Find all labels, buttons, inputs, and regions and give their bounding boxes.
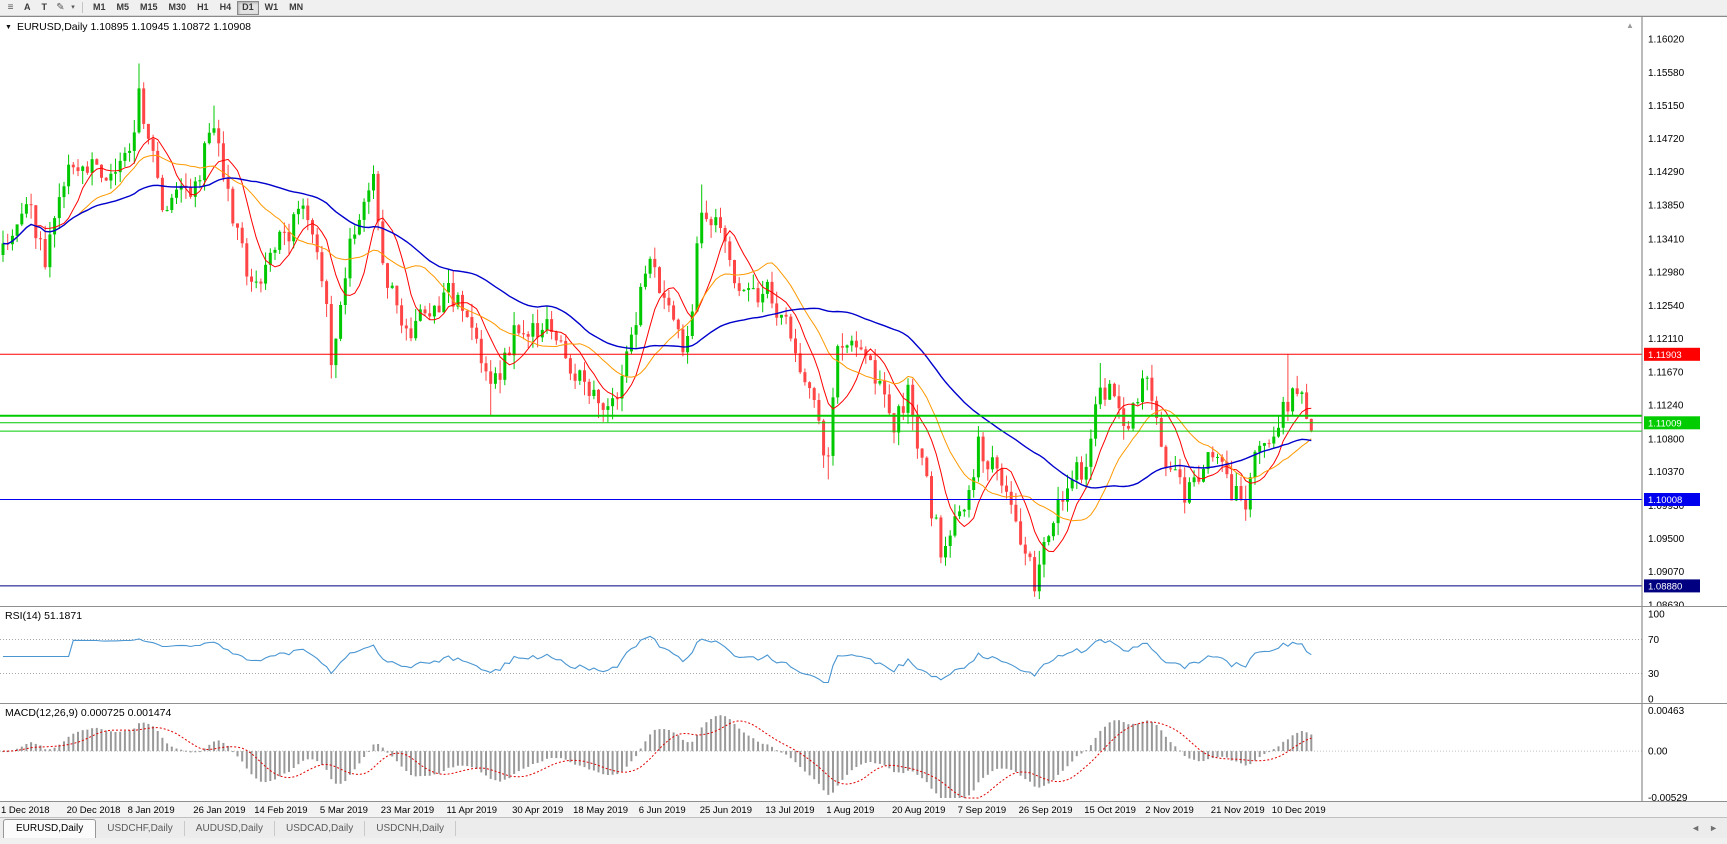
tab-label: USDCHF,Daily bbox=[107, 822, 173, 834]
tab-usdcad-daily[interactable]: USDCAD,Daily bbox=[275, 820, 366, 836]
svg-text:1.13850: 1.13850 bbox=[1648, 201, 1685, 212]
svg-text:1.09070: 1.09070 bbox=[1648, 567, 1685, 578]
timeframe-m30-button[interactable]: M30 bbox=[164, 1, 192, 15]
time-axis-label: 14 Feb 2019 bbox=[254, 805, 308, 816]
svg-text:1.12110: 1.12110 bbox=[1648, 334, 1684, 345]
pane-splitter[interactable] bbox=[0, 606, 1727, 607]
timeframe-m1-button[interactable]: M1 bbox=[88, 1, 111, 15]
svg-text:1.08630: 1.08630 bbox=[1648, 601, 1685, 608]
timeframe-h4-button[interactable]: H4 bbox=[215, 1, 237, 15]
rsi-plot[interactable]: 100 70 30 0 bbox=[0, 607, 1727, 704]
svg-text:1.11670: 1.11670 bbox=[1648, 368, 1684, 379]
time-axis-label: 26 Jan 2019 bbox=[193, 805, 246, 816]
time-axis-label: 10 Dec 2019 bbox=[1271, 805, 1326, 816]
pencil-icon[interactable]: ✎ bbox=[56, 1, 65, 13]
tab-scroll-controls: ◄ ► bbox=[1691, 823, 1727, 833]
svg-text:-0.00529: -0.00529 bbox=[1648, 793, 1688, 801]
svg-text:30: 30 bbox=[1648, 669, 1660, 680]
svg-text:1.09930: 1.09930 bbox=[1648, 501, 1685, 512]
chevron-down-icon[interactable]: ▾ bbox=[71, 3, 75, 11]
tab-scroll-left-button[interactable]: ◄ bbox=[1691, 823, 1701, 833]
time-axis-label: 20 Dec 2018 bbox=[66, 805, 121, 816]
svg-text:1.09500: 1.09500 bbox=[1648, 534, 1685, 545]
svg-text:1.10008: 1.10008 bbox=[1648, 495, 1682, 506]
macd-pane[interactable]: MACD(12,26,9) 0.000725 0.001474 0.00463 0… bbox=[0, 704, 1727, 801]
tab-label: USDCAD,Daily bbox=[286, 822, 354, 834]
time-axis-label: 26 Sep 2019 bbox=[1018, 805, 1073, 816]
chart-header: ▼ EURUSD,Daily 1.10895 1.10945 1.10872 1… bbox=[5, 21, 251, 33]
symbol-ohlc-text: EURUSD,Daily 1.10895 1.10945 1.10872 1.1… bbox=[16, 21, 252, 33]
timeframe-w1-button[interactable]: W1 bbox=[260, 1, 284, 15]
tab-label: EURUSD,Daily bbox=[16, 823, 84, 834]
pane-splitter[interactable] bbox=[0, 703, 1727, 704]
time-axis-label: 5 Mar 2019 bbox=[319, 805, 368, 816]
timeframe-d1-button[interactable]: D1 bbox=[237, 0, 259, 15]
svg-text:1.14720: 1.14720 bbox=[1648, 134, 1685, 145]
svg-text:1.13410: 1.13410 bbox=[1648, 234, 1685, 245]
timeframe-m5-button[interactable]: M5 bbox=[112, 1, 135, 15]
timeframe-m15-button[interactable]: M15 bbox=[135, 1, 163, 15]
svg-text:0.00463: 0.00463 bbox=[1648, 706, 1685, 717]
tab-label: USDCNH,Daily bbox=[376, 822, 445, 834]
macd-plot[interactable]: 0.00463 0.00 -0.00529 bbox=[0, 704, 1727, 801]
svg-text:1.08880: 1.08880 bbox=[1648, 581, 1682, 592]
svg-text:1.11240: 1.11240 bbox=[1648, 401, 1684, 412]
tab-eurusd-daily[interactable]: EURUSD,Daily bbox=[3, 819, 97, 838]
cursor-tool-button[interactable]: A bbox=[19, 1, 36, 15]
time-axis-label: 6 Jun 2019 bbox=[638, 805, 686, 816]
svg-text:0: 0 bbox=[1648, 695, 1654, 705]
svg-text:70: 70 bbox=[1648, 635, 1660, 646]
svg-text:1.11903: 1.11903 bbox=[1648, 350, 1682, 361]
time-axis-label: 1 Dec 2018 bbox=[1, 805, 50, 816]
chart-window: ▼ EURUSD,Daily 1.10895 1.10945 1.10872 1… bbox=[0, 16, 1727, 817]
tab-usdcnh-daily[interactable]: USDCNH,Daily bbox=[365, 820, 457, 836]
time-axis-label: 13 Jul 2019 bbox=[765, 805, 815, 816]
svg-text:1.12980: 1.12980 bbox=[1648, 267, 1685, 278]
svg-text:100: 100 bbox=[1648, 610, 1665, 621]
time-axis-label: 15 Oct 2019 bbox=[1084, 805, 1136, 816]
svg-text:1.15580: 1.15580 bbox=[1648, 68, 1685, 79]
rsi-label: RSI(14) 51.1871 bbox=[5, 610, 83, 622]
chart-list-icon[interactable]: ≡ bbox=[7, 1, 14, 13]
tab-audusd-daily[interactable]: AUDUSD,Daily bbox=[185, 820, 276, 836]
time-axis-label: 2 Nov 2019 bbox=[1145, 805, 1194, 816]
price-chart-pane[interactable]: ▼ EURUSD,Daily 1.10895 1.10945 1.10872 1… bbox=[0, 17, 1727, 607]
top-toolbar: ≡ A T ✎ ▾ M1 M5 M15 M30 H1 H4 D1 W1 MN bbox=[0, 0, 1727, 16]
time-axis[interactable]: 1 Dec 2018 20 Dec 2018 8 Jan 2019 26 Jan 20… bbox=[0, 801, 1727, 817]
macd-label: MACD(12,26,9) 0.000725 0.001474 bbox=[5, 707, 172, 719]
time-axis-label: 7 Sep 2019 bbox=[957, 805, 1007, 816]
candlestick-chart[interactable]: 1.16020 1.15580 1.15150 1.14720 1.14290 1.138… bbox=[0, 17, 1727, 607]
svg-text:1.14290: 1.14290 bbox=[1648, 167, 1685, 178]
text-tool-button[interactable]: T bbox=[37, 1, 53, 15]
tab-usdchf-daily[interactable]: USDCHF,Daily bbox=[96, 820, 185, 836]
time-axis-label: 25 Jun 2019 bbox=[699, 805, 752, 816]
time-axis-label: 30 Apr 2019 bbox=[512, 805, 564, 816]
chart-tab-bar: EURUSD,Daily USDCHF,Daily AUDUSD,Daily U… bbox=[0, 817, 1727, 838]
time-axis-label: 18 May 2019 bbox=[573, 805, 629, 816]
time-axis-label: 11 Apr 2019 bbox=[446, 805, 498, 816]
time-axis-label: 1 Aug 2019 bbox=[826, 805, 875, 816]
timeframe-mn-button[interactable]: MN bbox=[284, 1, 308, 15]
svg-text:1.10370: 1.10370 bbox=[1648, 467, 1685, 478]
svg-text:1.15150: 1.15150 bbox=[1648, 101, 1685, 112]
time-axis-label: 23 Mar 2019 bbox=[380, 805, 435, 816]
timeframe-h1-button[interactable]: H1 bbox=[192, 1, 214, 15]
time-axis-label: 21 Nov 2019 bbox=[1210, 805, 1265, 816]
svg-text:1.11009: 1.11009 bbox=[1648, 418, 1682, 429]
svg-text:1.16020: 1.16020 bbox=[1648, 35, 1685, 46]
svg-text:0.00: 0.00 bbox=[1648, 747, 1668, 758]
toolbar-separator bbox=[82, 2, 83, 13]
time-axis-label: 20 Aug 2019 bbox=[892, 805, 946, 816]
svg-text:1.10800: 1.10800 bbox=[1648, 434, 1685, 445]
time-axis-label: 8 Jan 2019 bbox=[127, 805, 175, 816]
tab-label: AUDUSD,Daily bbox=[195, 822, 264, 834]
svg-text:1.12540: 1.12540 bbox=[1648, 301, 1685, 312]
scroll-to-end-icon[interactable]: ▲ bbox=[1626, 21, 1634, 30]
tab-scroll-right-button[interactable]: ► bbox=[1709, 823, 1718, 833]
collapse-triangle-icon[interactable]: ▼ bbox=[5, 23, 12, 31]
rsi-pane[interactable]: RSI(14) 51.1871 100 70 30 0 bbox=[0, 607, 1727, 704]
